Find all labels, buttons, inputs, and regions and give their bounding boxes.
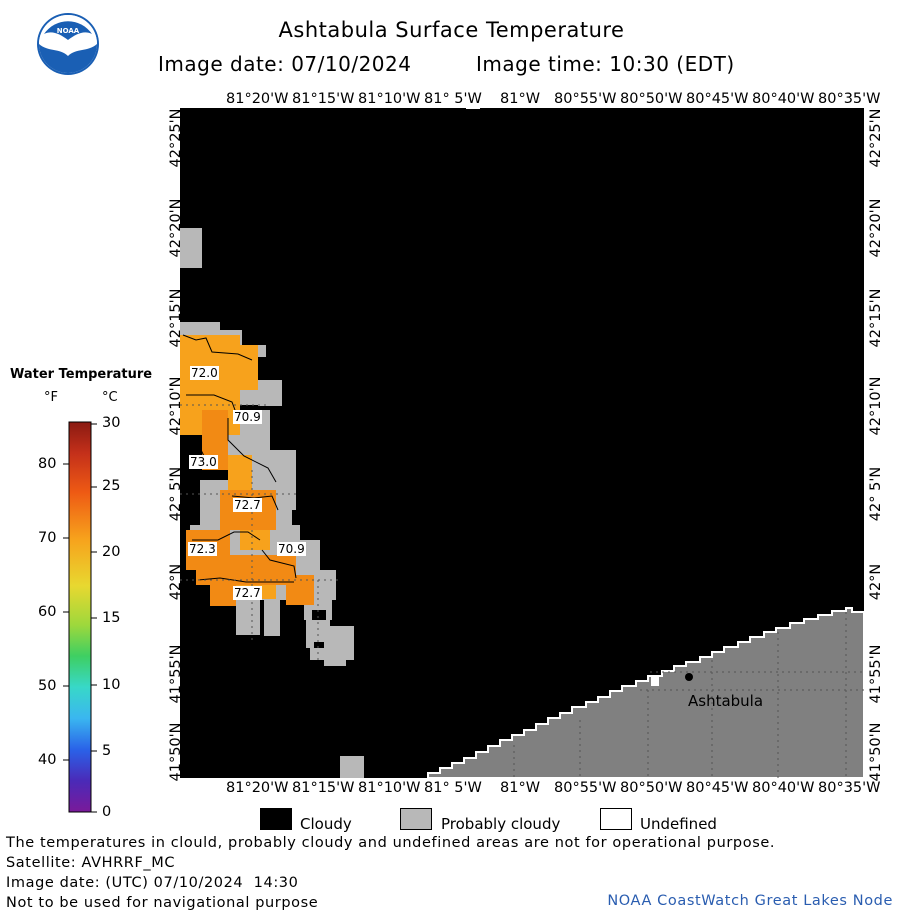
image-date: Image date: 07/10/2024 [158,52,412,76]
lat-label: 42° 5'N [168,466,184,522]
lat-label: 42°25'N [168,108,184,168]
lat-label: 42°20'N [168,198,184,258]
lat-label: 41°55'N [868,644,884,704]
lat-label: 42°N [168,563,184,601]
disclaimer-text: The temperatures in clould, probably clo… [6,835,776,851]
lat-label: 41°55'N [168,644,184,704]
contour-label: 72.0 [190,366,219,380]
lon-label: 81°W [500,780,541,796]
lat-label: 42° 5'N [868,466,884,522]
legend-tick-c: 20 [102,544,121,560]
undefined-pixel [651,676,659,686]
undefined-swatch [600,808,632,830]
lon-label: 80°45'W [686,780,749,796]
city-marker [685,673,693,681]
graticule [180,404,864,778]
probably-cloudy-key-label: Probably cloudy [441,815,561,833]
probably-cloudy-swatch [400,808,432,830]
lon-label: 80°55'W [554,91,617,107]
contour-label: 70.9 [277,542,306,556]
utc-date-text: Image date: (UTC) 07/10/2024 14:30 [6,875,299,891]
noaa-logo: NOAA [37,13,99,75]
legend-tick-c: 30 [102,415,121,431]
lat-label: 42°N [868,563,884,601]
satellite-text: Satellite: AVHRRF_MC [6,855,176,871]
image-time: Image time: 10:30 (EDT) [476,52,735,76]
place-label: Ashtabula [688,692,764,710]
legend-tick-c: 0 [102,804,112,820]
legend-unit-f: °F [44,390,58,405]
contour-label: 73.0 [189,455,218,469]
cloudy-key-label: Cloudy [300,815,352,833]
legend-tick-c: 25 [102,478,121,494]
contour-label: 70.9 [233,410,262,424]
lat-label: 41°50'N [168,722,184,782]
legend-tick-f: 50 [38,678,57,694]
legend-tick-c: 10 [102,677,121,693]
lon-label: 80°50'W [620,780,683,796]
svg-text:NOAA: NOAA [57,27,80,35]
lon-label: 81°15'W [292,780,355,796]
legend-tick-c: 5 [102,743,112,759]
land-area [427,607,865,779]
legend-tick-c: 15 [102,610,121,626]
lon-label: 81°10'W [358,91,421,107]
color-scale [63,421,97,813]
legend-tick-f: 80 [38,456,57,472]
navigation-warning: Not to be used for navigational purpose [6,895,319,911]
lat-label: 42°25'N [868,108,884,168]
lon-label: 81°10'W [358,780,421,796]
lon-label: 80°35'W [818,780,881,796]
legend-unit-c: °C [102,390,118,405]
lat-label: 41°50'N [868,722,884,782]
lat-label: 42°15'N [168,288,184,348]
lon-label: 80°40'W [752,91,815,107]
lon-label: 80°40'W [752,780,815,796]
contour-label: 72.7 [233,586,262,600]
lon-label: 81°15'W [292,91,355,107]
lon-label: 81°20'W [226,91,289,107]
lon-label: 81°20'W [226,780,289,796]
lat-label: 42°15'N [868,288,884,348]
lon-label: 81° 5'W [424,780,482,796]
lon-label: 80°55'W [554,780,617,796]
legend-tick-f: 40 [38,752,57,768]
legend-tick-f: 60 [38,604,57,620]
contour-label: 72.7 [233,498,262,512]
lon-label: 80°35'W [818,91,881,107]
lat-label: 42°20'N [868,198,884,258]
lon-label: 81°W [500,91,541,107]
lon-label: 80°45'W [686,91,749,107]
lon-label: 81° 5'W [424,91,482,107]
credit-text: NOAA CoastWatch Great Lakes Node [607,893,893,909]
legend-tick-f: 70 [38,530,57,546]
contour-label: 72.3 [188,542,217,556]
legend-title: Water Temperature [10,367,153,382]
cloudy-swatch [260,808,292,830]
map-title: Ashtabula Surface Temperature [278,18,625,42]
lat-label: 42°10'N [868,376,884,436]
undefined-key-label: Undefined [640,815,717,833]
lon-label: 80°50'W [620,91,683,107]
lat-label: 42°10'N [168,376,184,436]
